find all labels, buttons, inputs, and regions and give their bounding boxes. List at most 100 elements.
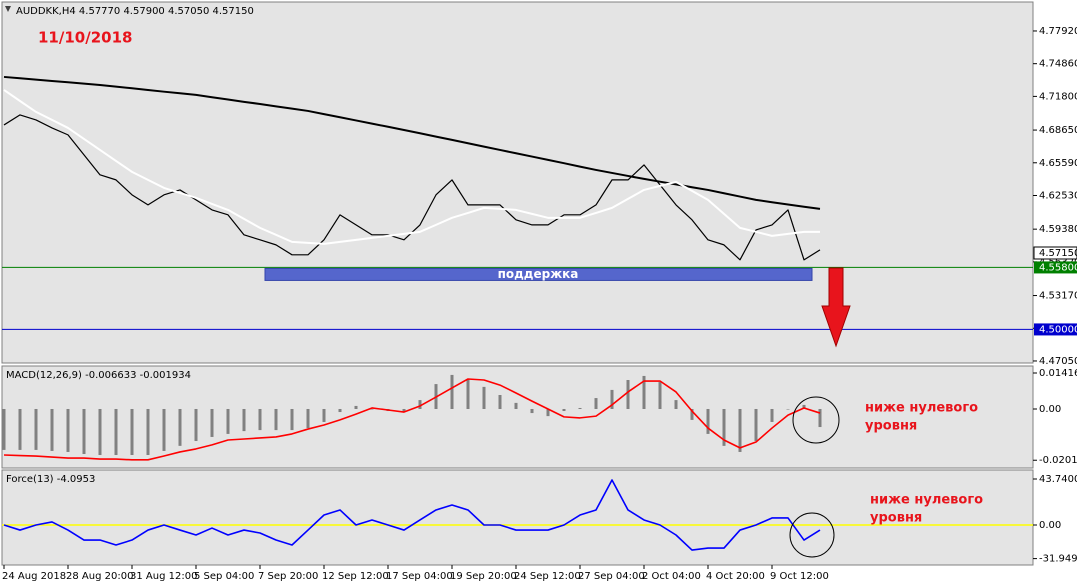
histogram-bar <box>370 408 374 410</box>
histogram-bar <box>818 408 822 428</box>
y-tick-label: -0.020156 <box>1039 455 1077 466</box>
histogram-bar <box>98 408 102 456</box>
series-line <box>3 89 820 245</box>
x-tick-label: 19 Sep 20:00 <box>450 571 517 582</box>
histogram-bar <box>274 408 278 431</box>
histogram-bar <box>802 404 806 409</box>
histogram-bar <box>770 408 774 422</box>
x-tick-label: 5 Sep 04:00 <box>194 571 254 582</box>
histogram-bar <box>2 408 6 450</box>
histogram-bar <box>610 389 614 409</box>
histogram-bar <box>754 408 758 442</box>
title-icon <box>5 6 11 12</box>
histogram-bar <box>674 400 678 409</box>
macd-circle <box>792 396 840 444</box>
plot-area <box>1 469 1034 566</box>
histogram-bar <box>114 408 118 456</box>
histogram-bar <box>706 408 710 434</box>
y-tick-label: 0.00 <box>1039 404 1061 415</box>
x-tick-label: 12 Sep 12:00 <box>322 571 389 582</box>
histogram-bar <box>658 382 662 409</box>
histogram-bar <box>66 408 70 452</box>
histogram-bar <box>210 408 214 437</box>
y-tick-label: 0.00 <box>1039 520 1061 531</box>
y-tick-label: 4.77920 <box>1039 26 1077 37</box>
y-tick-label: 4.71800 <box>1039 91 1077 102</box>
histogram-bar <box>338 408 342 413</box>
histogram-bar <box>722 408 726 446</box>
plot-area <box>1 1 1034 364</box>
histogram-bar <box>594 398 598 409</box>
histogram-bar <box>514 402 518 409</box>
y-tick-label: 4.74860 <box>1039 59 1077 70</box>
plot-clip <box>2 374 822 461</box>
histogram-bar <box>130 408 134 456</box>
histogram-bar <box>466 378 470 409</box>
histogram-bar <box>578 407 582 409</box>
x-tick-label: 4 Oct 20:00 <box>706 571 765 582</box>
histogram-bar <box>354 405 358 409</box>
histogram-bar <box>690 408 694 420</box>
y-tick-label: -31.9495 <box>1039 554 1077 565</box>
annotation: ниже нулевого <box>865 401 978 416</box>
histogram-bar <box>306 408 310 429</box>
histogram-bar <box>482 386 486 409</box>
date-annotation: 11/10/2018 <box>38 29 132 47</box>
histogram-bar <box>194 408 198 442</box>
histogram-bar <box>34 408 38 450</box>
panel-title: AUDDKK,H4 4.57770 4.57900 4.57050 4.5715… <box>16 6 254 17</box>
x-tick-label: 28 Aug 20:00 <box>66 571 133 582</box>
x-tick-label: 2 Oct 04:00 <box>642 571 701 582</box>
histogram-bar <box>530 408 534 414</box>
support-box <box>264 267 813 281</box>
annotation: уровня <box>870 511 922 526</box>
histogram-bar <box>498 395 502 409</box>
level-label-box <box>1034 261 1077 274</box>
current-price-box <box>1033 246 1077 260</box>
level-label: 4.50000 <box>1039 324 1077 335</box>
histogram-bar <box>242 408 246 432</box>
histogram-bar <box>82 408 86 454</box>
y-tick-label: 4.65590 <box>1039 158 1077 169</box>
level-label: 4.55800 <box>1039 262 1077 273</box>
x-tick-label: 31 Aug 12:00 <box>130 571 197 582</box>
y-tick-label: 4.53170 <box>1039 291 1077 302</box>
y-tick-label: 4.59380 <box>1039 224 1077 235</box>
force-circle <box>789 512 835 558</box>
x-tick-label: 24 Aug 2018 <box>2 571 66 582</box>
series-line <box>3 378 821 461</box>
histogram-bar <box>626 380 630 409</box>
x-tick-label: 7 Sep 20:00 <box>258 571 318 582</box>
histogram-bar <box>738 408 742 452</box>
plot-area <box>1 365 1034 469</box>
histogram-bar <box>786 408 790 410</box>
overlay <box>5 6 851 558</box>
panel-title: MACD(12,26,9) -0.006633 -0.001934 <box>6 370 191 381</box>
histogram-bar <box>178 408 182 446</box>
histogram-bar <box>162 408 166 451</box>
annotation: ниже нулевого <box>870 493 983 508</box>
histogram-bar <box>322 408 326 422</box>
level-label-box <box>1034 323 1077 336</box>
y-tick-label: 4.47050 <box>1039 356 1077 367</box>
histogram-bar <box>290 408 294 431</box>
histogram-bar <box>226 408 230 434</box>
histogram-bar <box>562 408 566 412</box>
plot-clip: поддержка <box>2 75 1033 330</box>
down-arrow <box>821 267 851 348</box>
histogram-bar <box>546 408 550 417</box>
y-tick-label: 0.01416 <box>1039 368 1077 379</box>
annotation: уровня <box>865 419 917 434</box>
plot-clip <box>2 479 1033 551</box>
y-tick-label: 4.68650 <box>1039 125 1077 136</box>
histogram-bar <box>450 374 454 409</box>
histogram-bar <box>402 408 406 413</box>
support-label: поддержка <box>498 267 579 281</box>
panel-title: Force(13) -4.0953 <box>6 474 95 485</box>
histogram-bar <box>146 408 150 456</box>
histogram-bar <box>50 408 54 451</box>
current-price-label: 4.57150 <box>1039 248 1077 259</box>
